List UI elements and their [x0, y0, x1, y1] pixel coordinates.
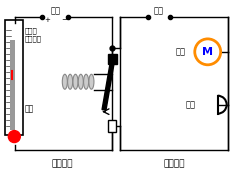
Text: 电源: 电源: [154, 6, 164, 15]
Text: +: +: [44, 17, 50, 23]
Ellipse shape: [78, 74, 83, 89]
Ellipse shape: [62, 74, 67, 89]
Text: 风扇: 风扇: [176, 47, 186, 56]
Ellipse shape: [68, 74, 73, 89]
Bar: [5, 20, 23, 135]
Text: −: −: [61, 17, 67, 23]
Bar: [10, 40, 15, 130]
Ellipse shape: [89, 74, 94, 89]
Text: 水银: 水银: [24, 105, 34, 114]
Bar: [108, 120, 116, 132]
Text: 工作电路: 工作电路: [163, 160, 185, 168]
Text: 控制电路: 控制电路: [51, 160, 73, 168]
Circle shape: [8, 131, 20, 143]
Circle shape: [195, 39, 221, 65]
Ellipse shape: [84, 74, 89, 89]
Text: 设定温度: 设定温度: [24, 36, 41, 42]
Ellipse shape: [73, 74, 78, 89]
Text: 金属丝: 金属丝: [24, 27, 37, 34]
Bar: [108, 54, 117, 64]
Text: 电铃: 电铃: [186, 100, 196, 109]
Text: 电源: 电源: [50, 6, 60, 15]
Polygon shape: [102, 64, 114, 110]
Text: M: M: [202, 47, 213, 57]
